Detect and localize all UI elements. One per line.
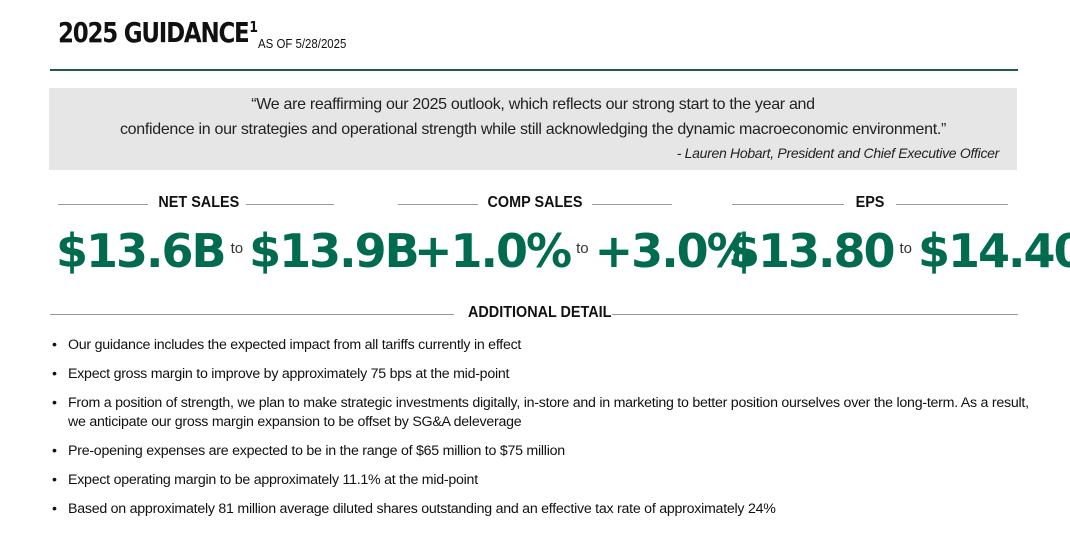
metric-low-value: $13.6B (56, 224, 227, 278)
metric-to-text: to (576, 240, 589, 257)
metric-range: +1.0% to +3.0% (414, 224, 753, 278)
list-item: • Pre-opening expenses are expected to be… (52, 443, 565, 459)
detail-list: • Our guidance includes the expected impa… (52, 336, 1032, 529)
metric-divider (58, 204, 148, 205)
metric-to-text: to (899, 240, 913, 257)
section-title: ADDITIONAL DETAIL (468, 304, 612, 321)
section-divider (50, 314, 454, 315)
metric-label: EPS (855, 194, 885, 211)
metric-eps: EPS $13.80 to $14.40 (728, 194, 1070, 278)
metric-divider (896, 204, 1008, 205)
metric-divider (398, 204, 478, 205)
page-title: 2025 GUIDANCE1 (58, 16, 258, 49)
list-item: • Expect operating margin to be approxima… (52, 472, 478, 488)
metric-divider (732, 204, 844, 205)
bullet-icon: • (52, 443, 57, 459)
section-divider (612, 314, 1018, 315)
list-item: • From a position of strength, we plan to… (52, 395, 1029, 430)
list-item: • Expect gross margin to improve by appro… (52, 366, 510, 382)
as-of-date: AS OF 5/28/2025 (258, 36, 347, 51)
bullet-icon: • (52, 337, 57, 353)
header-divider (50, 69, 1018, 71)
metric-label: COMP SALES (487, 194, 583, 211)
page-header: 2025 GUIDANCE1 (58, 16, 300, 49)
quote-line-1: “We are reaffirming our 2025 outlook, wh… (251, 96, 815, 113)
bullet-icon: • (52, 366, 57, 382)
metric-low-value: $13.80 (728, 224, 896, 278)
additional-detail-header: ADDITIONAL DETAIL (50, 304, 1018, 326)
quote-line-2: confidence in our strategies and operati… (119, 121, 947, 138)
metric-low-value: +1.0% (414, 224, 572, 278)
quote-author: - Lauren Hobart, President and Chief Exe… (676, 145, 1000, 161)
bullet-icon: • (52, 395, 57, 411)
metric-net-sales: NET SALES $13.6B to $13.9B (56, 194, 420, 278)
metric-range: $13.80 to $14.40 (728, 224, 1070, 278)
metric-to-text: to (230, 240, 244, 257)
metric-high-value: $13.9B (249, 224, 420, 278)
metric-comp-sales: COMP SALES +1.0% to +3.0% (398, 194, 753, 278)
bullet-icon: • (52, 501, 57, 517)
bullet-icon: • (52, 472, 57, 488)
list-item: • Based on approximately 81 million avera… (52, 501, 776, 517)
footnote-mark: 1 (249, 17, 258, 36)
metric-high-value: $14.40 (918, 224, 1070, 278)
ceo-quote-box: “We are reaffirming our 2025 outlook, wh… (49, 88, 1017, 170)
metric-divider (592, 204, 672, 205)
metric-range: $13.6B to $13.9B (56, 224, 420, 278)
metric-high-value: +3.0% (594, 224, 753, 278)
metric-divider (246, 204, 334, 205)
list-item: • Our guidance includes the expected impa… (52, 337, 522, 353)
metric-label: NET SALES (158, 194, 240, 211)
